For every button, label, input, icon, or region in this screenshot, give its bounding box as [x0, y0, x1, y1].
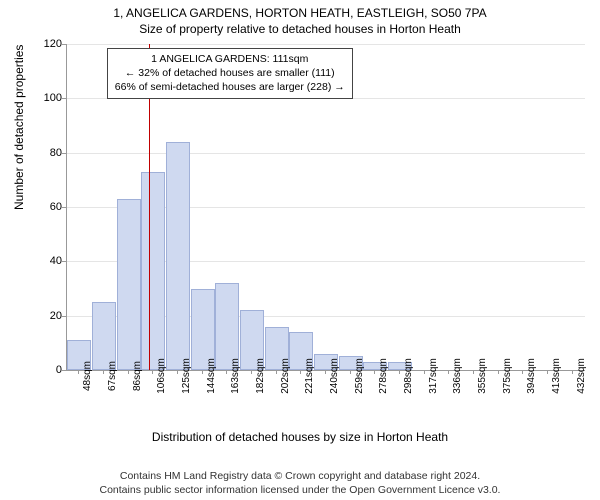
xtick-mark: [325, 370, 326, 374]
histogram-bar: [92, 302, 116, 370]
xtick-mark: [78, 370, 79, 374]
xtick-mark: [251, 370, 252, 374]
xtick-mark: [424, 370, 425, 374]
xtick-mark: [177, 370, 178, 374]
xtick-mark: [152, 370, 153, 374]
xtick-label: 202sqm: [280, 358, 291, 394]
xtick-label: 240sqm: [329, 358, 340, 394]
xtick-mark: [572, 370, 573, 374]
histogram-bar: [141, 172, 165, 370]
xtick-label: 48sqm: [82, 361, 93, 391]
xtick-label: 278sqm: [378, 358, 389, 394]
xtick-mark: [300, 370, 301, 374]
grid-line: [67, 153, 585, 154]
xtick-label: 106sqm: [156, 358, 167, 394]
xtick-label: 221sqm: [304, 358, 315, 394]
xtick-label: 182sqm: [255, 358, 266, 394]
xtick-label: 336sqm: [452, 358, 463, 394]
chart-container: 1, ANGELICA GARDENS, HORTON HEATH, EASTL…: [0, 0, 600, 500]
histogram-bar: [166, 142, 190, 370]
property-info-box: 1 ANGELICA GARDENS: 111sqm← 32% of detac…: [107, 48, 353, 99]
ytick-label: 120: [32, 38, 62, 50]
xtick-mark: [399, 370, 400, 374]
xtick-mark: [350, 370, 351, 374]
chart-wrap: 1 ANGELICA GARDENS: 111sqm← 32% of detac…: [56, 44, 584, 410]
ytick-label: 100: [32, 92, 62, 104]
y-axis-label: Number of detached properties: [12, 45, 26, 210]
xtick-mark: [498, 370, 499, 374]
xtick-label: 375sqm: [502, 358, 513, 394]
xtick-mark: [374, 370, 375, 374]
xtick-mark: [473, 370, 474, 374]
xtick-mark: [448, 370, 449, 374]
xtick-label: 144sqm: [206, 358, 217, 394]
xtick-mark: [547, 370, 548, 374]
xtick-label: 317sqm: [428, 358, 439, 394]
info-line: 1 ANGELICA GARDENS: 111sqm: [115, 52, 345, 66]
ytick-mark: [62, 370, 66, 371]
xtick-label: 125sqm: [181, 358, 192, 394]
xtick-label: 432sqm: [576, 358, 587, 394]
ytick-label: 60: [32, 201, 62, 213]
xtick-label: 67sqm: [107, 361, 118, 391]
plot-area: 1 ANGELICA GARDENS: 111sqm← 32% of detac…: [66, 44, 585, 371]
histogram-bar: [117, 199, 141, 370]
xtick-label: 394sqm: [526, 358, 537, 394]
xtick-label: 163sqm: [230, 358, 241, 394]
x-axis-label: Distribution of detached houses by size …: [0, 430, 600, 444]
xtick-label: 86sqm: [132, 361, 143, 391]
ytick-mark: [62, 207, 66, 208]
ytick-mark: [62, 316, 66, 317]
ytick-label: 20: [32, 310, 62, 322]
xtick-mark: [103, 370, 104, 374]
ytick-mark: [62, 98, 66, 99]
info-line: ← 32% of detached houses are smaller (11…: [115, 66, 345, 80]
footer-line-1: Contains HM Land Registry data © Crown c…: [0, 470, 600, 482]
xtick-mark: [276, 370, 277, 374]
xtick-mark: [226, 370, 227, 374]
grid-line: [67, 44, 585, 45]
xtick-label: 259sqm: [354, 358, 365, 394]
xtick-mark: [522, 370, 523, 374]
histogram-bar: [215, 283, 239, 370]
xtick-mark: [128, 370, 129, 374]
ytick-label: 40: [32, 255, 62, 267]
title-line-2: Size of property relative to detached ho…: [0, 20, 600, 36]
xtick-mark: [202, 370, 203, 374]
xtick-label: 413sqm: [551, 358, 562, 394]
info-line: 66% of semi-detached houses are larger (…: [115, 80, 345, 94]
ytick-label: 0: [32, 364, 62, 376]
ytick-mark: [62, 44, 66, 45]
footer-line-2: Contains public sector information licen…: [0, 484, 600, 496]
ytick-mark: [62, 261, 66, 262]
xtick-label: 355sqm: [477, 358, 488, 394]
xtick-label: 298sqm: [403, 358, 414, 394]
title-line-1: 1, ANGELICA GARDENS, HORTON HEATH, EASTL…: [0, 0, 600, 20]
ytick-mark: [62, 153, 66, 154]
ytick-label: 80: [32, 147, 62, 159]
